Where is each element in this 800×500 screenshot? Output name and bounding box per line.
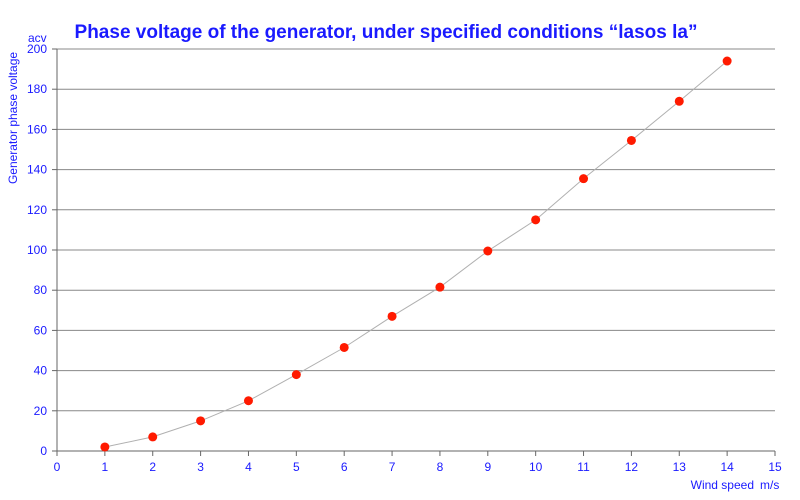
chart-title: Phase voltage of the generator, under sp…: [75, 22, 698, 43]
data-curve: [104, 60, 728, 448]
y-tick-label: 0: [40, 444, 47, 458]
data-point: [531, 215, 541, 225]
y-tick-label: 100: [27, 243, 47, 257]
data-point: [387, 311, 397, 321]
y-tick-labels: 0 20 40 60 80 100 120 140 160 180 200: [27, 42, 47, 458]
x-axis-unit: m/s: [760, 478, 779, 492]
data-point: [196, 416, 206, 426]
y-axis-unit: acv: [28, 31, 47, 45]
data-point: [674, 96, 684, 106]
y-tick-label: 200: [27, 42, 47, 56]
y-tick-label: 20: [34, 404, 48, 418]
data-point: [148, 432, 158, 442]
data-point: [579, 174, 589, 184]
y-axis-label: Generator phase voltage: [6, 52, 20, 184]
series-line: [104, 60, 728, 448]
data-point: [100, 442, 110, 452]
grid-lines: [57, 48, 775, 412]
data-points: [100, 56, 732, 452]
x-tick-label: 12: [625, 460, 639, 474]
y-tick-label: 180: [27, 82, 47, 96]
y-tick-label: 40: [34, 364, 48, 378]
x-tick-label: 10: [529, 460, 543, 474]
y-tick-label: 60: [34, 323, 48, 337]
data-point: [243, 396, 253, 406]
x-tick-label: 3: [197, 460, 204, 474]
axes: [52, 48, 776, 456]
data-point: [339, 342, 349, 352]
y-tick-label: 160: [27, 122, 47, 136]
x-tick-label: 13: [673, 460, 687, 474]
x-tick-label: 11: [577, 460, 590, 474]
x-tick-label: 9: [484, 460, 491, 474]
x-tick-label: 7: [389, 460, 396, 474]
data-point: [435, 282, 445, 292]
x-tick-label: 8: [437, 460, 444, 474]
y-tick-label: 120: [27, 203, 47, 217]
data-point: [722, 56, 732, 66]
data-point: [626, 135, 636, 145]
x-tick-label: 15: [768, 460, 782, 474]
x-tick-label: 5: [293, 460, 300, 474]
y-tick-label: 80: [34, 283, 48, 297]
x-tick-label: 1: [102, 460, 109, 474]
x-tick-label: 0: [54, 460, 61, 474]
x-tick-label: 14: [720, 460, 734, 474]
x-tick-label: 2: [149, 460, 156, 474]
x-tick-label: 4: [245, 460, 252, 474]
data-point: [483, 246, 493, 256]
x-tick-labels: 0 1 2 3 4 5 6 7 8 9 10 11 12 13 14 15: [54, 460, 782, 474]
x-axis-label: Wind speed: [691, 478, 754, 492]
data-point: [291, 370, 301, 380]
y-tick-label: 140: [27, 163, 47, 177]
x-tick-label: 6: [341, 460, 348, 474]
